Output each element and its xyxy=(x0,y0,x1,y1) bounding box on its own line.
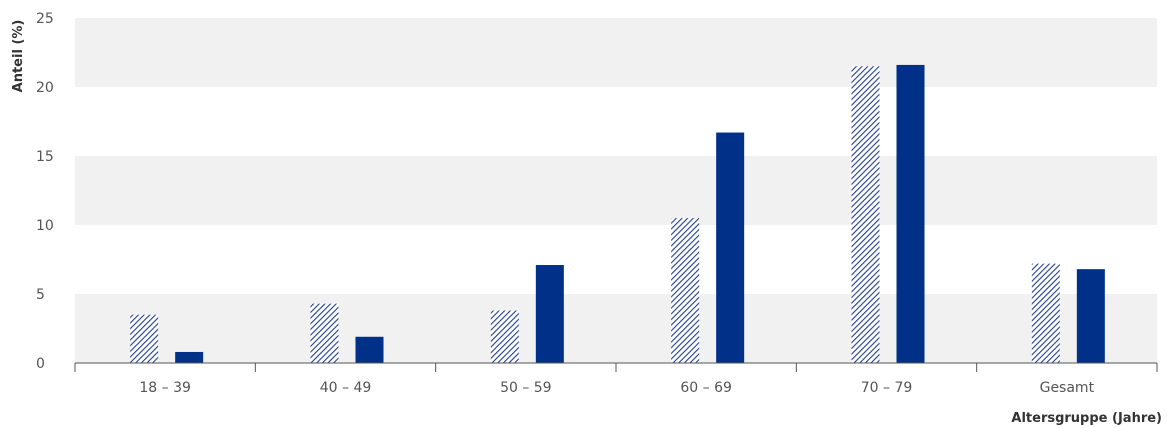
bar-solid xyxy=(175,351,204,363)
x-tick-label: 18 – 39 xyxy=(139,380,191,396)
bars xyxy=(130,64,1105,364)
bar-solid xyxy=(535,265,564,363)
bar-hatched xyxy=(130,314,159,363)
y-axis-title: Anteil (%) xyxy=(11,20,26,93)
y-tick-label: 15 xyxy=(36,149,54,165)
y-tick-label: 0 xyxy=(36,356,45,372)
x-axis-title: Altersgruppe (Jahre) xyxy=(1011,411,1162,426)
bar-solid xyxy=(716,132,745,363)
y-tick-label: 5 xyxy=(36,287,45,303)
grid-band xyxy=(75,18,1157,87)
x-tick-label: 40 – 49 xyxy=(320,380,372,396)
x-tick-label: 60 – 69 xyxy=(680,380,732,396)
y-tick-label: 20 xyxy=(36,80,54,96)
grid-band xyxy=(75,156,1157,225)
x-tick-label: 70 – 79 xyxy=(861,380,913,396)
bar-hatched xyxy=(671,218,700,363)
x-axis: 18 – 39 40 – 49 50 – 59 60 – 69 70 – 79 Gesam… xyxy=(74,362,1158,396)
grid-band xyxy=(75,87,1157,156)
bar-hatched xyxy=(851,66,880,364)
grid-band xyxy=(75,294,1157,363)
grid-bands xyxy=(75,18,1157,363)
bar-solid xyxy=(355,336,384,363)
bar-hatched xyxy=(490,310,519,363)
y-tick-label: 10 xyxy=(36,218,54,234)
x-tick-label: Gesamt xyxy=(1040,380,1095,396)
bar-hatched xyxy=(310,303,339,363)
y-tick-label: 25 xyxy=(36,11,54,27)
bar-hatched xyxy=(1031,263,1060,363)
y-axis: 0 5 10 15 20 25 xyxy=(36,11,54,372)
grid-band xyxy=(75,225,1157,294)
bar-solid xyxy=(1076,269,1105,363)
x-tick-label: 50 – 59 xyxy=(500,380,552,396)
bar-solid xyxy=(896,64,925,364)
